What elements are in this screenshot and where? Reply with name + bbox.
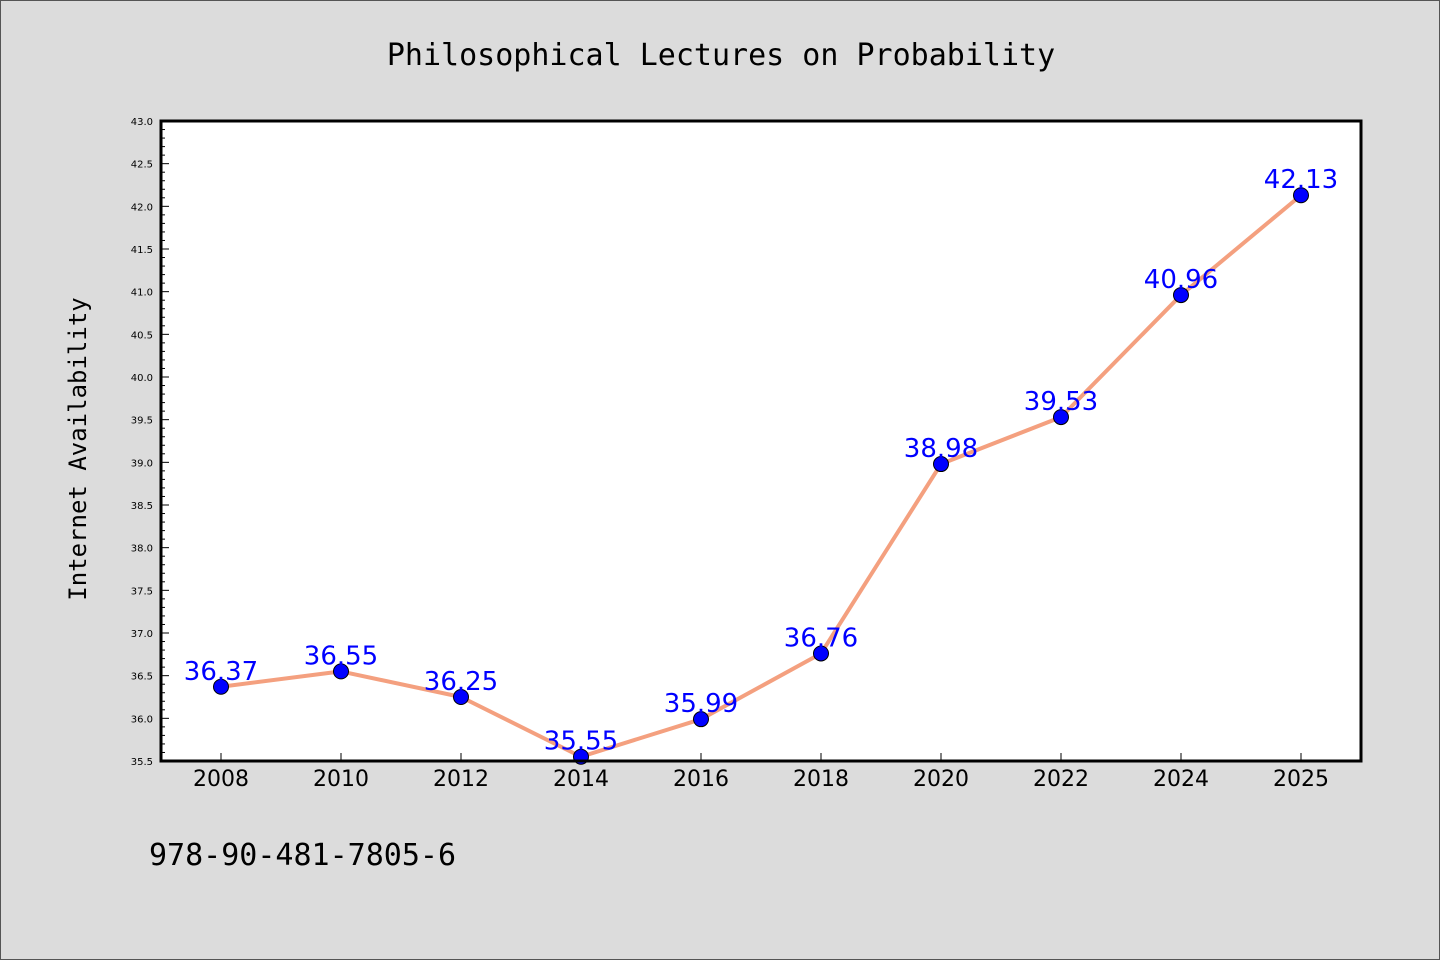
data-label: 38.98 [904, 434, 978, 464]
data-labels: 36.37 36.55 36.25 35.55 35.99 36.76 38.98 39.53… [184, 165, 1338, 756]
y-tick-label: 42.5 [131, 160, 153, 171]
x-tick-label: 2022 [1033, 767, 1089, 792]
y-tick-label: 41.5 [131, 245, 153, 256]
data-label: 35.55 [544, 727, 618, 757]
data-point [333, 663, 349, 680]
y-tick-label: 38.5 [131, 501, 153, 512]
x-tick-label: 2016 [673, 767, 729, 792]
x-axis-ticks: 2008 2010 2012 2014 2016 2018 2020 2022 2024 2025 [193, 753, 1329, 792]
data-label: 36.37 [184, 657, 258, 687]
data-label: 39.53 [1024, 387, 1098, 417]
y-tick-label: 39.0 [131, 458, 153, 469]
y-tick-label: 36.5 [131, 672, 153, 683]
plot-border [159, 119, 1363, 763]
y-tick-label: 43.0 [131, 117, 153, 128]
series-line [220, 193, 1303, 759]
data-point [1293, 187, 1309, 204]
x-tick-label: 2012 [433, 767, 489, 792]
x-tick-label: 2014 [553, 767, 609, 792]
data-label: 40.96 [1144, 265, 1218, 295]
data-point [213, 678, 229, 695]
isbn-footer: 978-90-481-7805-6 [149, 838, 456, 873]
y-tick-label: 38.0 [131, 544, 153, 555]
y-tick-label: 42.0 [131, 202, 153, 213]
y-axis-ticks: 35.5 36.0 36.5 37.0 37.5 38.0 38.5 39.0 39.5 40.0… [131, 117, 169, 768]
y-tick-label: 36.0 [131, 714, 153, 725]
data-label: 36.25 [424, 667, 498, 697]
data-point [693, 711, 709, 728]
y-tick-label: 41.0 [131, 288, 153, 299]
x-tick-label: 2008 [193, 767, 249, 792]
data-label: 42.13 [1264, 165, 1338, 195]
y-tick-label: 40.0 [131, 373, 153, 384]
x-tick-label: 2024 [1153, 767, 1209, 792]
data-label: 36.55 [304, 641, 378, 671]
series-markers [213, 187, 1309, 765]
plot-area [161, 121, 1361, 761]
y-tick-label: 39.5 [131, 416, 153, 427]
data-point [933, 456, 949, 473]
x-tick-label: 2025 [1273, 767, 1329, 792]
data-label: 35.99 [664, 689, 738, 719]
data-point [453, 689, 469, 705]
chart-title: Philosophical Lectures on Probability [387, 38, 1055, 73]
data-label: 36.76 [784, 623, 858, 653]
x-tick-label: 2020 [913, 767, 969, 792]
y-tick-label: 37.5 [131, 586, 153, 597]
data-point [1173, 287, 1189, 304]
y-axis-label: Internet Availability [64, 297, 92, 600]
data-point [813, 645, 829, 662]
x-tick-label: 2018 [793, 767, 849, 792]
data-point [1053, 409, 1069, 426]
x-tick-label: 2010 [313, 767, 369, 792]
y-tick-label: 40.5 [131, 330, 153, 341]
y-tick-label: 37.0 [131, 629, 153, 640]
y-tick-label: 35.5 [131, 757, 153, 768]
